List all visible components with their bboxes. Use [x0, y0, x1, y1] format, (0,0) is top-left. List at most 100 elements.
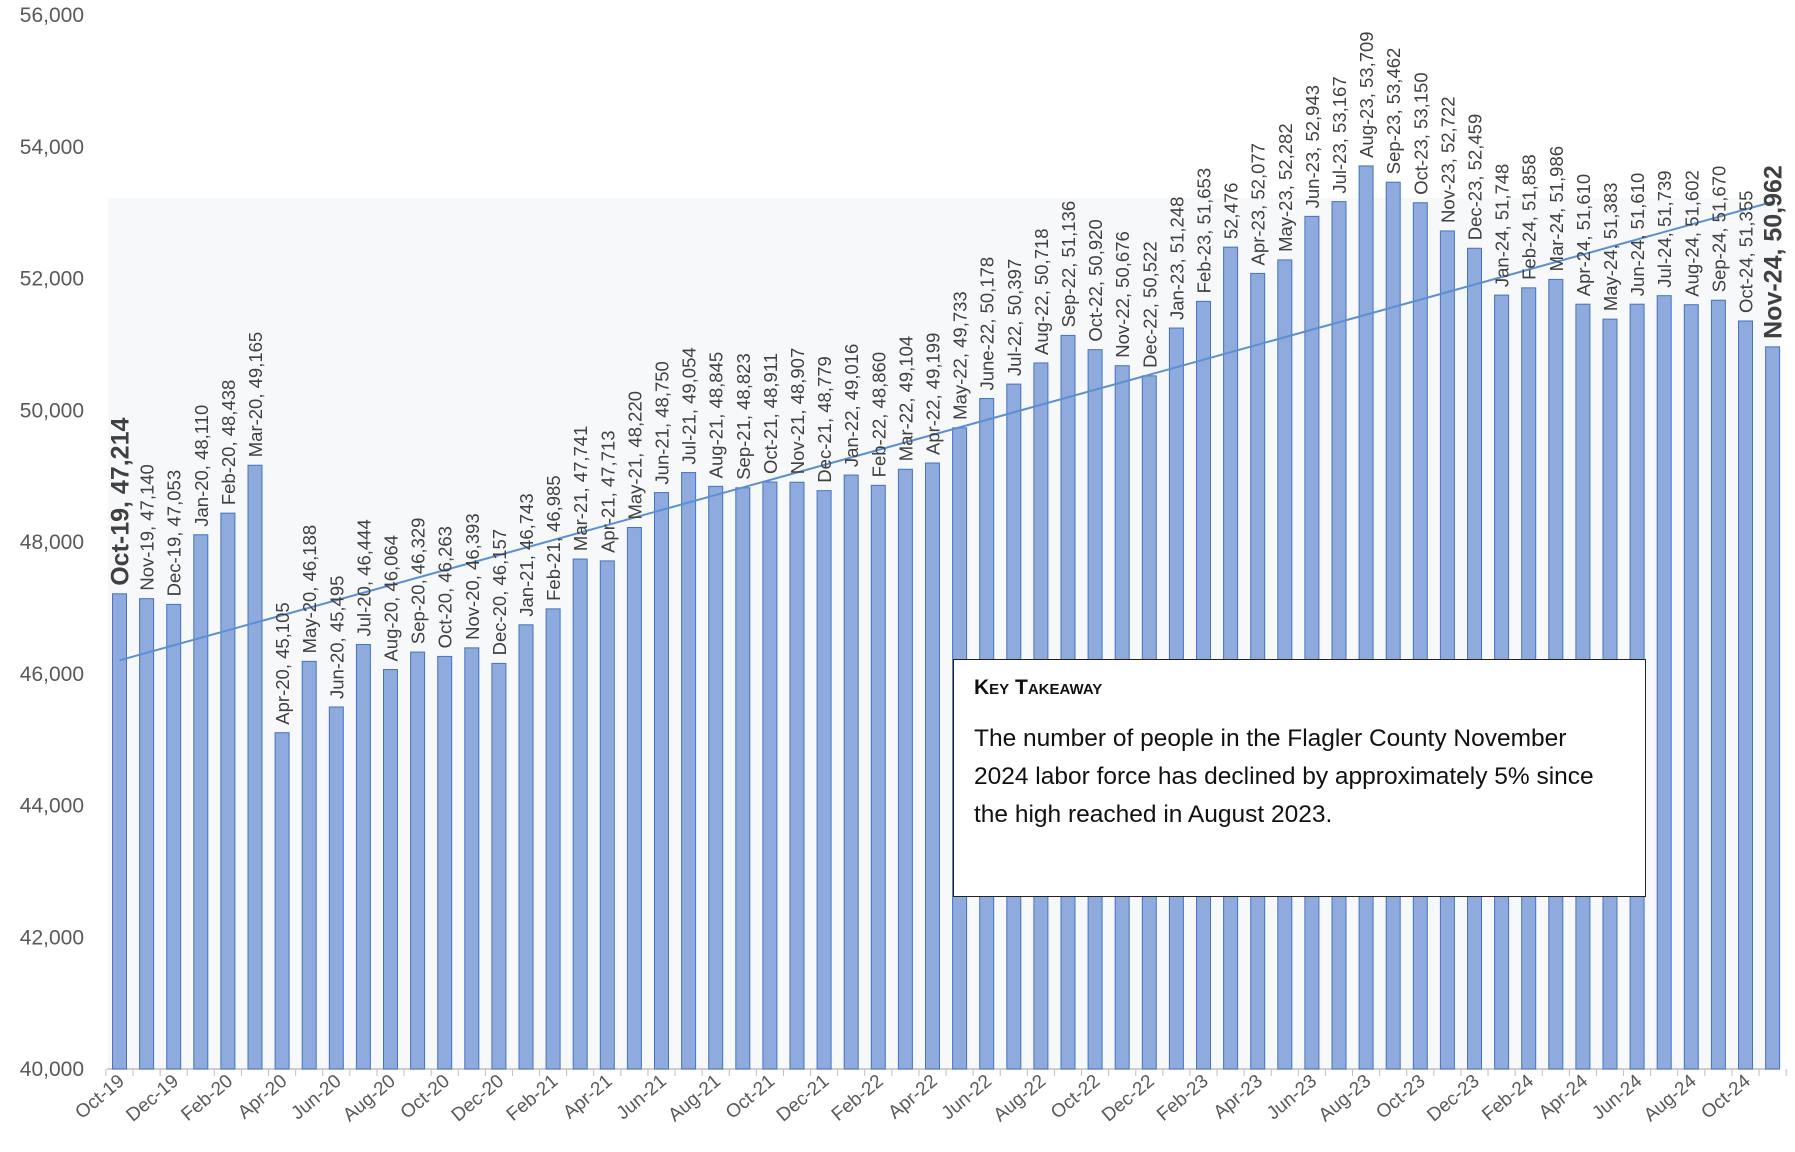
data-label: Oct-21, 48,911 — [760, 353, 781, 474]
x-tick-label: Feb-21 — [503, 1071, 563, 1126]
bar — [789, 481, 805, 1070]
bar — [247, 464, 263, 1070]
data-label: Dec-19, 47,053 — [164, 470, 185, 597]
data-label: Jan-21, 46,743 — [516, 493, 537, 616]
data-label: Nov-24, 50,962 — [1760, 165, 1788, 339]
bar — [1710, 299, 1726, 1070]
data-label: Oct-20, 46,263 — [435, 526, 456, 648]
bar — [410, 651, 426, 1070]
data-label: May-22, 49,733 — [950, 291, 971, 420]
x-tick-label: Feb-20 — [177, 1071, 237, 1126]
x-tick-label: Oct-21 — [722, 1071, 779, 1124]
data-label: Aug-23, 53,709 — [1356, 31, 1377, 158]
data-label: Oct-22, 50,920 — [1085, 219, 1106, 341]
data-label: Apr-22, 49,199 — [923, 333, 944, 455]
data-label: Dec-23, 52,459 — [1465, 114, 1486, 241]
bar — [1385, 181, 1401, 1070]
data-label: Aug-24, 51,602 — [1681, 170, 1702, 297]
data-label: Jun-20, 45,495 — [326, 576, 347, 699]
y-tick-label: 48,000 — [20, 531, 84, 554]
data-label: Sep-23, 53,462 — [1383, 48, 1404, 175]
bar — [897, 468, 913, 1070]
bar — [1738, 320, 1753, 1070]
data-label: Apr-24, 51,610 — [1573, 174, 1594, 296]
data-label: Mar-20, 49,165 — [245, 332, 266, 457]
x-tick-label: Aug-24 — [1640, 1070, 1701, 1126]
data-label: Apr-23, 52,077 — [1248, 143, 1269, 265]
data-label: Jan-24, 51,748 — [1492, 164, 1513, 287]
data-label: Nov-23, 52,722 — [1437, 96, 1458, 223]
x-tick-label: Jun-22 — [938, 1071, 996, 1124]
bar — [843, 474, 859, 1070]
data-label: Jul-20, 46,444 — [353, 519, 374, 636]
x-tick-label: Apr-20 — [234, 1071, 291, 1124]
data-label: Oct-19, 47,214 — [107, 418, 135, 586]
x-tick-label: Dec-21 — [773, 1071, 833, 1126]
key-takeaway-text: The number of people in the Flagler Coun… — [974, 725, 1594, 828]
data-label: Oct-23, 53,150 — [1410, 72, 1431, 194]
bar — [355, 644, 371, 1070]
x-tick-label: Oct-20 — [397, 1071, 454, 1124]
bar — [708, 485, 724, 1070]
bar — [491, 662, 507, 1070]
data-label: Feb-24, 51,858 — [1519, 154, 1540, 279]
data-label: Aug-21, 48,845 — [706, 352, 727, 479]
y-tick-label: 54,000 — [20, 136, 84, 159]
bar — [193, 534, 209, 1070]
x-tick-label: Jun-23 — [1263, 1071, 1321, 1124]
bar — [1765, 346, 1781, 1070]
data-label: May-24, 51,383 — [1600, 183, 1621, 312]
data-label: Sep-22, 51,136 — [1058, 201, 1079, 328]
data-label: Aug-20, 46,064 — [381, 535, 402, 662]
y-tick-label: 40,000 — [20, 1058, 84, 1081]
data-label: Dec-20, 46,157 — [489, 529, 510, 656]
bar — [1412, 202, 1428, 1070]
data-label: Jun-24, 51,610 — [1627, 173, 1648, 296]
bar — [1656, 295, 1672, 1070]
bar — [762, 481, 778, 1070]
x-tick-label: Oct-22 — [1047, 1071, 1104, 1124]
data-label: Jun-21, 48,750 — [652, 361, 673, 484]
bar — [1683, 304, 1699, 1070]
key-takeaway-box: Key Takeaway The number of people in the… — [953, 659, 1646, 897]
bar — [1331, 201, 1347, 1070]
data-label: Sep-24, 51,670 — [1708, 166, 1729, 293]
bar — [437, 655, 453, 1070]
y-tick-label: 46,000 — [20, 663, 84, 686]
bar — [735, 487, 751, 1070]
bar — [572, 558, 588, 1070]
data-label: Mar-21, 47,741 — [570, 426, 591, 551]
bar — [654, 492, 669, 1070]
x-tick-label: Jun-20 — [288, 1071, 346, 1124]
data-label: Nov-19, 47,140 — [137, 464, 158, 591]
data-label: May-21, 48,220 — [624, 391, 645, 520]
x-axis: Oct-19Dec-19Feb-20Apr-20Jun-20Aug-20Oct-… — [72, 1068, 1787, 1126]
data-label: Sep-20, 46,329 — [408, 518, 429, 645]
data-label: Dec-22, 50,522 — [1139, 241, 1160, 368]
data-label: Feb-20, 48,438 — [218, 380, 239, 505]
x-tick-label: Aug-23 — [1315, 1071, 1375, 1126]
bar — [1358, 165, 1374, 1070]
data-label: Jul-23, 53,167 — [1329, 76, 1350, 193]
x-tick-label: Feb-22 — [828, 1071, 888, 1126]
x-tick-label: Aug-21 — [664, 1071, 724, 1126]
x-tick-label: Feb-24 — [1478, 1070, 1538, 1125]
bar — [1304, 215, 1320, 1070]
x-tick-label: Dec-20 — [448, 1071, 508, 1126]
bar — [681, 472, 697, 1070]
bar — [518, 624, 534, 1070]
data-label: Jun-23, 52,943 — [1302, 85, 1323, 208]
bar — [816, 490, 832, 1070]
data-label: 52,476 — [1221, 183, 1242, 240]
trendline — [119, 200, 1773, 662]
bar — [383, 669, 398, 1070]
data-label: Jan-23, 51,248 — [1166, 197, 1187, 320]
bar — [599, 560, 615, 1070]
bar — [220, 512, 236, 1070]
x-tick-label: Jun-24 — [1588, 1070, 1646, 1124]
data-label: Aug-22, 50,718 — [1031, 228, 1052, 355]
x-tick-label: Dec-19 — [122, 1071, 182, 1126]
bar — [139, 598, 155, 1070]
data-label: Jan-20, 48,110 — [191, 405, 212, 527]
